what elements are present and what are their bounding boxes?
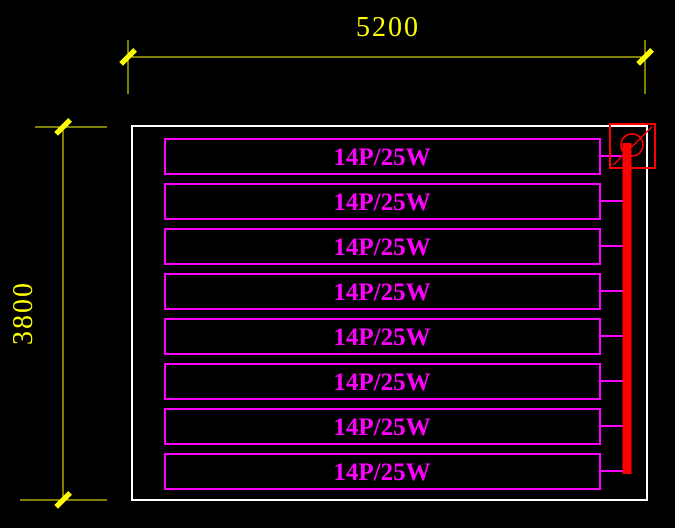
width-dimension: 5200	[119, 12, 654, 94]
dim-tick-right	[636, 48, 654, 66]
fixture-label: 14P/25W	[333, 279, 430, 306]
panel-circle-icon	[620, 133, 644, 157]
electrical-panel-symbol[interactable]	[609, 123, 656, 169]
room-boundary	[131, 125, 648, 501]
panel-box[interactable]	[609, 123, 656, 169]
dim-tick-left	[119, 48, 137, 66]
panel-slash-icon	[612, 126, 653, 166]
fixture-label: 14P/25W	[333, 414, 430, 441]
fixture-row[interactable]: 14P/25W	[164, 408, 627, 445]
height-dimension-text: 3800	[8, 281, 39, 345]
fixture-label: 14P/25W	[333, 459, 430, 486]
fixture-row[interactable]: 14P/25W	[164, 453, 627, 490]
width-dimension-text: 5200	[356, 12, 420, 43]
room-outline-rect	[131, 125, 648, 501]
fixture-row[interactable]: 14P/25W	[164, 228, 627, 265]
height-dimension: 3800	[8, 118, 107, 509]
fixture-label: 14P/25W	[333, 144, 430, 171]
fixture-label: 14P/25W	[333, 234, 430, 261]
dim-tick-bottom	[54, 491, 72, 509]
fixture-row[interactable]: 14P/25W	[164, 138, 627, 175]
fixture-label: 14P/25W	[333, 189, 430, 216]
fixture-label: 14P/25W	[333, 369, 430, 396]
fixture-row[interactable]: 14P/25W	[164, 363, 627, 400]
fixture-row[interactable]: 14P/25W	[164, 273, 627, 310]
fixture-row[interactable]: 14P/25W	[164, 183, 627, 220]
fixture-row[interactable]: 14P/25W	[164, 318, 627, 355]
fixture-label: 14P/25W	[333, 324, 430, 351]
dim-tick-top	[54, 118, 72, 136]
